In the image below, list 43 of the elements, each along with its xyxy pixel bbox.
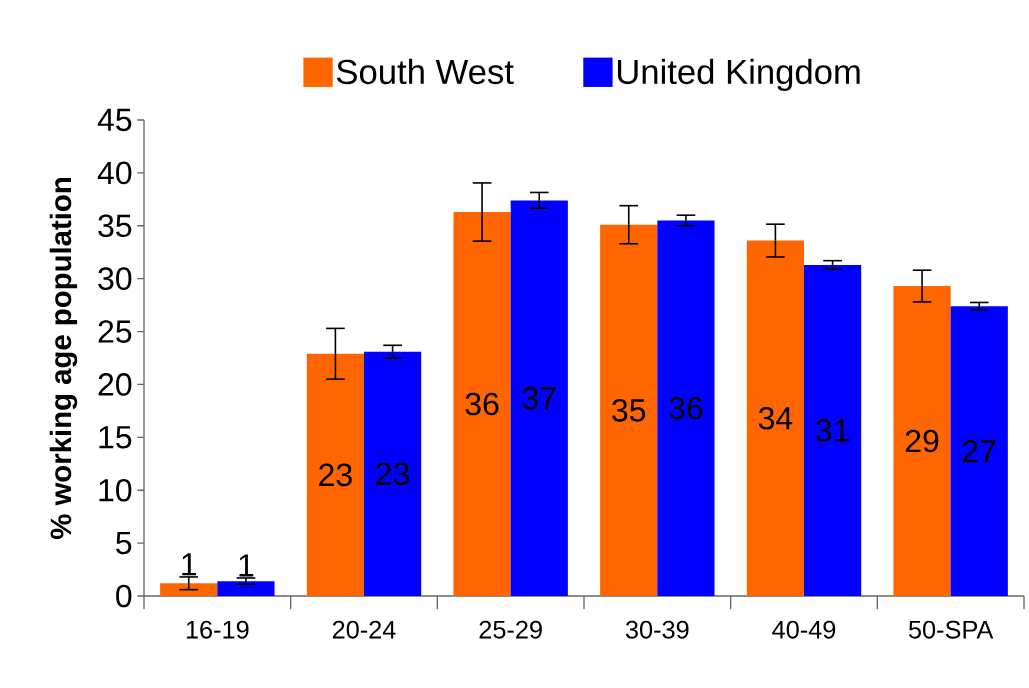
y-tick-label: 10	[99, 478, 132, 502]
data-label: 1	[182, 553, 197, 576]
x-tick-label: 50-SPA	[908, 620, 994, 639]
bar	[364, 351, 422, 596]
y-tick-label: 35	[98, 214, 132, 238]
y-axis-title: % working age population	[49, 178, 78, 539]
y-tick-label: 30	[98, 267, 132, 290]
bar	[746, 240, 804, 596]
y-tick-label: 15	[99, 426, 132, 449]
bar	[950, 306, 1008, 596]
y-tick-label: 20	[98, 373, 132, 396]
data-label: 35	[612, 399, 646, 422]
data-label: 36	[465, 392, 499, 416]
data-label: 31	[816, 419, 849, 442]
legend-label: South West	[336, 58, 514, 85]
data-label: 29	[905, 429, 939, 453]
bar	[160, 583, 218, 596]
data-label: 34	[758, 406, 793, 430]
bar	[510, 200, 568, 596]
y-tick-label: 40	[97, 161, 132, 185]
y-tick-label: 5	[116, 531, 132, 555]
bar	[217, 581, 275, 596]
y-tick-label: 25	[98, 320, 132, 343]
data-label: 23	[319, 463, 352, 487]
x-tick-label: 25-29	[479, 620, 542, 639]
x-tick-label: 40-49	[772, 620, 836, 639]
bar	[657, 220, 715, 596]
y-tick-label: 0	[116, 584, 132, 608]
x-tick-label: 16-19	[186, 620, 249, 639]
data-label: 36	[669, 396, 703, 420]
legend-label: United Kingdom	[617, 58, 860, 92]
data-label: 23	[376, 462, 409, 486]
y-tick-label: 45	[97, 108, 132, 132]
bar	[600, 224, 658, 596]
bar	[453, 212, 511, 596]
x-tick-label: 30-39	[625, 620, 689, 639]
data-label: 27	[963, 439, 996, 463]
bar	[306, 353, 364, 596]
data-label: 1	[239, 554, 254, 577]
data-label: 37	[522, 386, 556, 410]
bar	[893, 286, 951, 596]
bar	[804, 264, 862, 596]
x-tick-label: 20-24	[332, 620, 396, 639]
